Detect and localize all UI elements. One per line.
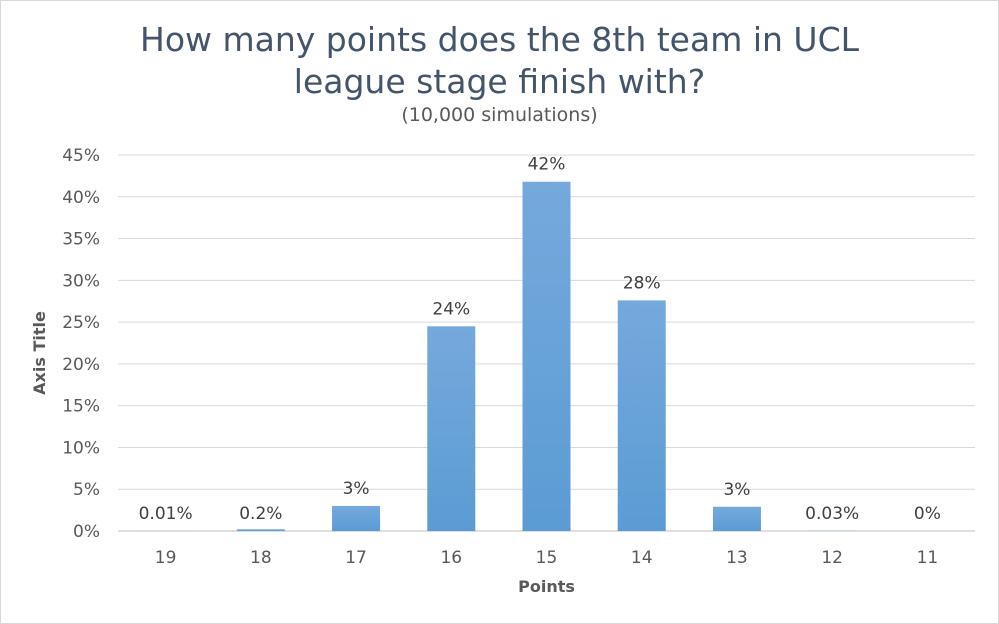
y-axis-ticks: 0% 5% 10% 15% 20% 25% 30% 35% 40% 45% [62,146,100,542]
bar [712,506,761,531]
y-tick-label: 40% [62,188,100,208]
y-tick-label: 15% [62,397,100,417]
data-label: 3% [343,479,370,499]
data-label: 0.2% [239,504,282,524]
bar [617,300,666,531]
x-tick-label: 17 [345,548,367,568]
x-tick-label: 19 [155,548,177,568]
data-label: 3% [723,480,750,500]
data-label: 24% [432,299,470,319]
bar [332,505,381,531]
data-label: 42% [528,155,566,175]
y-tick-label: 30% [62,271,100,291]
data-label: 28% [623,273,661,293]
y-tick-label: 45% [62,146,100,166]
y-tick-label: 25% [62,313,100,333]
chart-title-line2: league stage finish with? [293,62,706,101]
data-label: 0% [914,504,941,524]
bar [427,326,476,531]
bar [522,181,571,531]
x-tick-label: 16 [440,548,462,568]
bar [236,529,285,531]
x-tick-label: 13 [726,548,748,568]
y-tick-label: 20% [62,355,100,375]
bars [141,181,857,531]
y-axis-title: Axis Title [30,311,49,395]
x-tick-label: 11 [917,548,939,568]
chart-title-line1: How many points does the 8th team in UCL [140,20,859,59]
data-label: 0.01% [139,504,193,524]
x-axis-ticks: 19 18 17 16 15 14 13 12 11 [155,548,938,568]
data-labels: 0.01% 0.2% 3% 24% 42% 28% 3% 0.03% 0% [139,155,941,524]
chart-subtitle: (10,000 simulations) [401,104,598,126]
x-tick-label: 12 [821,548,843,568]
x-tick-label: 14 [631,548,653,568]
x-tick-label: 15 [536,548,558,568]
data-label: 0.03% [805,504,859,524]
y-tick-label: 0% [73,522,100,542]
y-tick-label: 5% [73,480,100,500]
y-tick-label: 35% [62,230,100,250]
x-axis-title: Points [518,577,575,596]
y-tick-label: 10% [62,438,100,458]
x-tick-label: 18 [250,548,272,568]
